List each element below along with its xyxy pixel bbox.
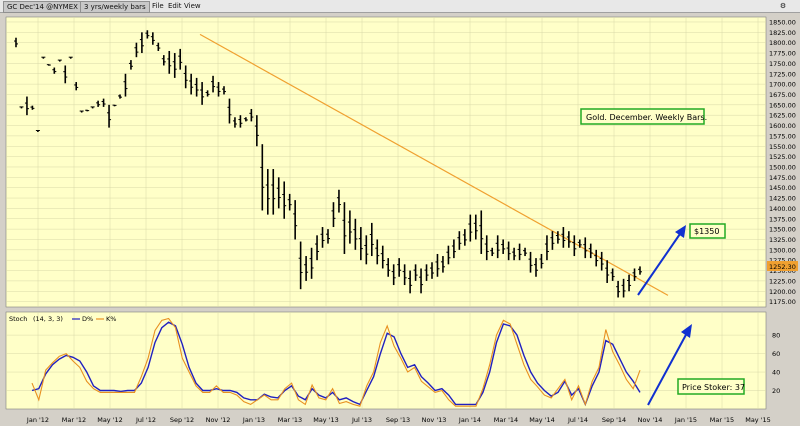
price-tick-label: 1625.00: [769, 112, 796, 120]
time-tick-label: Sep '14: [602, 416, 626, 424]
d-legend-label: D%: [82, 315, 93, 323]
time-axis: Jan '12 Mar '12 May '12 Jul '12 Sep '12 Nov '…: [26, 416, 771, 424]
price-tick-label: 1825.00: [769, 29, 796, 37]
time-tick-label: Mar '12: [62, 416, 86, 424]
stochastic-legend: Stoch (14, 3, 3) D% K%: [9, 315, 116, 323]
price-tick-label: 1750.00: [769, 60, 796, 68]
time-tick-label: Sep '12: [170, 416, 194, 424]
price-tick-label: 1850.00: [769, 18, 796, 26]
time-tick-label: Mar '15: [710, 416, 734, 424]
price-tick-label: 1675.00: [769, 91, 796, 99]
time-tick-label: Jan '13: [242, 416, 265, 424]
price-tick-label: 1175.00: [769, 298, 796, 306]
stochastic-axis: 20 40 60 80: [772, 332, 780, 395]
price-tick-label: 1225.00: [769, 277, 796, 285]
price-tick-label: 1450.00: [769, 184, 796, 192]
menu-edit[interactable]: Edit: [168, 2, 182, 10]
timeframe-selector[interactable]: 3 yrs/weekly bars: [80, 1, 150, 13]
stochastic-panel: [5, 311, 767, 410]
symbol-selector[interactable]: GC Dec'14 @NYMEX: [3, 1, 82, 13]
price-tick-label: 1275.00: [769, 257, 796, 265]
menu-view[interactable]: View: [184, 2, 201, 10]
target-annotation-text: $1350: [694, 227, 719, 236]
price-stoker-text: Price Stoker: 37: [682, 383, 745, 392]
time-tick-label: Nov '14: [638, 416, 663, 424]
price-axis: 1175.00 1200.00 1225.00 1250.00 1275.00 1300.…: [769, 18, 796, 306]
price-tick-label: 1700.00: [769, 81, 796, 89]
title-annotation-text: Gold. December. Weekly Bars.: [586, 113, 707, 122]
time-tick-label: Sep '13: [386, 416, 410, 424]
title-annotation: Gold. December. Weekly Bars.: [580, 108, 707, 125]
price-tick-label: 1500.00: [769, 163, 796, 171]
chart-canvas: 1175.00 1200.00 1225.00 1250.00 1275.00 1300.…: [0, 13, 800, 426]
time-tick-label: May '15: [745, 416, 771, 424]
stoch-arrow: [647, 324, 692, 406]
price-tick-label: 1350.00: [769, 226, 796, 234]
stoch-arrow-head: [681, 324, 692, 338]
price-tick-label: 1250.00: [769, 267, 796, 275]
k-legend-label: K%: [106, 315, 116, 323]
price-stoker-annotation: Price Stoker: 37: [677, 378, 745, 395]
time-tick-label: Nov '12: [206, 416, 231, 424]
last-price-label: 1252.30: [769, 263, 796, 271]
time-tick-label: Mar '14: [494, 416, 518, 424]
time-tick-label: Jan '12: [26, 416, 49, 424]
price-tick-label: 1725.00: [769, 70, 796, 78]
time-tick-label: May '13: [313, 416, 339, 424]
time-tick-label: Jan '15: [674, 416, 697, 424]
stoch-tick-label: 80: [772, 332, 780, 340]
stoch-tick-label: 20: [772, 387, 780, 395]
menu-file[interactable]: File: [152, 2, 164, 10]
stochastic-lines: [31, 317, 641, 407]
price-tick-label: 1400.00: [769, 205, 796, 213]
stoch-tick-label: 60: [772, 350, 780, 358]
price-tick-label: 1300.00: [769, 246, 796, 254]
price-tick-label: 1375.00: [769, 215, 796, 223]
price-tick-label: 1425.00: [769, 195, 796, 203]
price-bars: [14, 30, 642, 298]
time-tick-label: Nov '13: [422, 416, 447, 424]
time-tick-label: May '14: [529, 416, 555, 424]
upside-arrow: [637, 225, 686, 296]
time-tick-label: May '12: [97, 416, 123, 424]
stoch-k-line: [31, 317, 641, 407]
price-tick-label: 1800.00: [769, 39, 796, 47]
price-tick-label: 1550.00: [769, 143, 796, 151]
last-price-tag: 1252.30: [767, 261, 798, 271]
price-panel: [5, 16, 767, 308]
price-tick-label: 1475.00: [769, 174, 796, 182]
price-tick-label: 1325.00: [769, 236, 796, 244]
target-annotation: $1350: [689, 223, 726, 239]
stoch-tick-label: 40: [772, 369, 780, 377]
chart-toolbar: GC Dec'14 @NYMEX 3 yrs/weekly bars File …: [0, 0, 800, 13]
stoch-label: Stoch: [9, 315, 27, 323]
time-tick-label: Mar '13: [278, 416, 302, 424]
time-tick-label: Jul '13: [351, 416, 372, 424]
price-tick-label: 1200.00: [769, 288, 796, 296]
stoch-params: (14, 3, 3): [33, 315, 63, 323]
settings-icon[interactable]: ⚙: [779, 2, 787, 10]
grid: [6, 17, 766, 409]
price-tick-label: 1600.00: [769, 122, 796, 130]
time-tick-label: Jul '12: [135, 416, 156, 424]
time-tick-label: Jan '14: [458, 416, 481, 424]
price-tick-label: 1575.00: [769, 132, 796, 140]
price-tick-label: 1650.00: [769, 101, 796, 109]
time-tick-label: Jul '14: [567, 416, 588, 424]
price-tick-label: 1775.00: [769, 50, 796, 58]
upside-arrow-head: [675, 225, 686, 238]
price-tick-label: 1525.00: [769, 153, 796, 161]
